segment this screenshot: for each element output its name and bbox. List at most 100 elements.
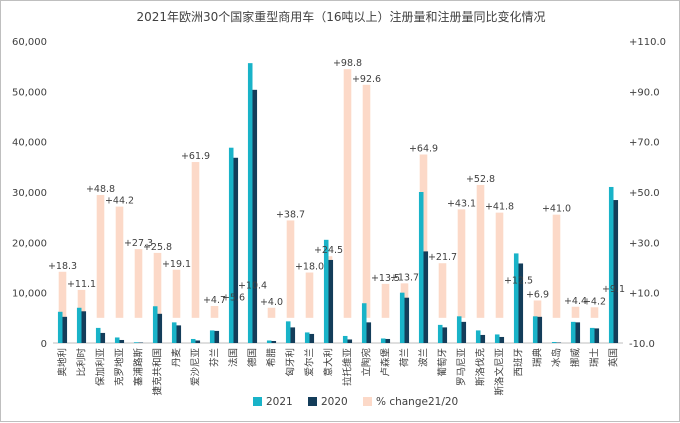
y-right-tick-label: +10.0 — [629, 289, 660, 300]
pct-data-label: +41.8 — [485, 202, 514, 213]
bar-pct-change — [571, 306, 580, 318]
bar-2021 — [361, 303, 367, 343]
pct-data-label: +18.3 — [48, 261, 77, 272]
bar-pct-change — [77, 289, 86, 318]
bar-pct-change — [267, 307, 276, 318]
pct-data-label: +13.5 — [371, 273, 400, 284]
bar-pct-change — [153, 252, 162, 318]
x-category-label: 德国 — [247, 348, 259, 367]
bar-pct-change — [191, 162, 200, 318]
pct-data-label: +27.3 — [124, 238, 153, 249]
bar-pct-change — [115, 206, 124, 318]
bar-2021 — [494, 334, 500, 343]
legend-swatch — [363, 397, 372, 406]
y-right-tick-label: +90.0 — [629, 87, 660, 98]
bar-2020 — [537, 316, 543, 343]
bar-2020 — [347, 339, 353, 343]
y-right-tick-label: +30.0 — [629, 238, 660, 249]
y-right-tick-label: -10.0 — [629, 339, 655, 350]
bar-2020 — [518, 263, 524, 343]
pct-data-label: +5.6 — [222, 293, 245, 304]
bar-2020 — [328, 259, 334, 343]
bar-2020 — [176, 325, 182, 343]
bar-pct-change — [457, 209, 466, 318]
pct-data-label: +9.1 — [602, 284, 625, 295]
x-category-label: 荷兰 — [399, 348, 411, 367]
pct-data-label: +38.7 — [276, 209, 305, 220]
x-category-label: 塞浦路斯 — [133, 348, 145, 387]
bar-2020 — [461, 321, 467, 343]
x-category-label: 芬兰 — [209, 348, 221, 367]
bar-2021 — [456, 316, 462, 343]
x-category-label: 奥地利 — [57, 348, 69, 377]
x-category-label: 捷克共和国 — [152, 348, 164, 396]
bar-2021 — [228, 147, 234, 343]
x-category-label: 瑞士 — [589, 348, 601, 368]
x-category-label: 罗马尼亚 — [457, 348, 468, 387]
bar-pct-change — [96, 195, 105, 318]
bar-2021 — [247, 63, 253, 343]
x-category-label: 波兰 — [418, 348, 430, 367]
bar-2020 — [404, 297, 410, 343]
bar-pct-change — [438, 263, 447, 318]
bar-2020 — [556, 342, 562, 343]
bar-2021 — [513, 253, 519, 343]
bar-2020 — [62, 316, 68, 343]
bar-2021 — [608, 186, 614, 343]
bar-2021 — [266, 340, 272, 343]
bar-2020 — [195, 340, 201, 343]
bar-2020 — [480, 334, 486, 343]
bar-2021 — [304, 332, 310, 343]
pct-data-label: +25.8 — [143, 242, 172, 253]
bar-pct-change — [552, 214, 561, 318]
y-left-tick-label: 60,000 — [12, 37, 47, 48]
bar-2020 — [423, 251, 429, 343]
pct-data-label: +4.2 — [583, 296, 606, 307]
bar-2020 — [157, 313, 163, 343]
pct-data-label: +52.8 — [466, 174, 495, 185]
bar-pct-change — [381, 283, 390, 318]
bar-pct-change — [362, 84, 371, 318]
bar-2021 — [418, 192, 424, 343]
legend-label: % change21/20 — [376, 396, 458, 408]
x-category-label: 卢森堡 — [380, 348, 392, 377]
y-left-tick-label: 0 — [41, 339, 47, 350]
bar-2021 — [76, 307, 82, 343]
bar-pct-change — [343, 69, 352, 318]
bar-2021 — [437, 324, 443, 343]
pct-data-label: +48.8 — [86, 184, 115, 195]
y-right-tick-label: +110.0 — [629, 37, 666, 48]
x-category-label: 意大利 — [323, 348, 335, 377]
y-right-tick-label: +50.0 — [629, 188, 660, 199]
bar-2021 — [209, 330, 215, 343]
x-category-label: 匈牙利 — [285, 348, 297, 377]
bar-2020 — [309, 333, 315, 343]
bar-pct-change — [210, 306, 219, 318]
pct-data-label: +24.5 — [314, 245, 343, 256]
y-left-tick-label: 30,000 — [12, 188, 47, 199]
x-category-label: 希腊 — [266, 348, 278, 368]
pct-data-label: +98.8 — [333, 58, 362, 69]
bar-2021 — [285, 321, 291, 343]
x-category-label: 瑞典 — [532, 348, 544, 368]
x-category-label: 比利时 — [76, 348, 88, 377]
pct-data-label: +92.6 — [352, 74, 381, 85]
y-left-tick-label: 40,000 — [12, 138, 47, 149]
bar-pct-change — [495, 212, 504, 318]
bar-2021 — [532, 316, 538, 343]
bar-2021 — [57, 311, 63, 343]
bar-2021 — [551, 341, 557, 343]
x-category-label: 保加利亚 — [95, 348, 107, 387]
bar-2021 — [589, 327, 595, 343]
legend-swatch — [253, 397, 262, 406]
bar-2020 — [442, 327, 448, 343]
x-category-label: 克罗地亚 — [114, 348, 126, 387]
pct-data-label: +41.0 — [542, 204, 571, 215]
bar-2020 — [214, 330, 220, 343]
bar-pct-change — [476, 184, 485, 318]
bar-pct-change — [134, 249, 143, 318]
bar-2021 — [323, 239, 329, 343]
pct-data-label: +44.2 — [105, 196, 134, 207]
bar-2021 — [570, 321, 576, 343]
x-category-label: 拉托维亚 — [342, 348, 354, 387]
